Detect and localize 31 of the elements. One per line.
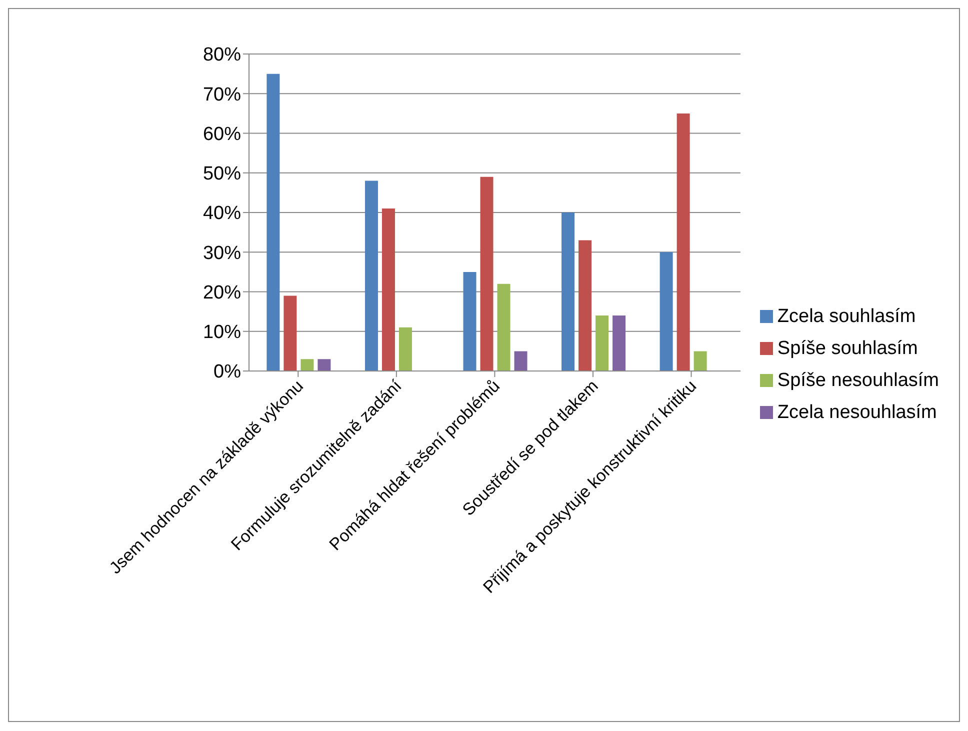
bar [596, 316, 609, 371]
y-tick-label: 20% [202, 282, 242, 304]
bar [364, 180, 378, 371]
bar [480, 176, 494, 371]
y-tick-label: 40% [202, 203, 242, 224]
legend-label: Spíše nesouhlasím [777, 370, 939, 391]
bar [300, 359, 314, 371]
bar [676, 113, 690, 371]
bar [660, 252, 673, 371]
bar [578, 240, 592, 371]
legend-label: Zcela souhlasím [777, 306, 916, 327]
y-tick-label: 30% [202, 242, 242, 264]
bar [463, 272, 476, 371]
bar [694, 351, 707, 371]
bar [514, 351, 528, 371]
bar [318, 359, 331, 371]
y-tick-label: 80% [202, 44, 242, 66]
bar [382, 208, 395, 371]
legend-label: Zcela nesouhlasím [777, 402, 937, 423]
y-tick-label: 70% [202, 84, 242, 106]
y-tick-label: 0% [214, 362, 242, 383]
bar [497, 284, 510, 371]
y-tick-label: 10% [202, 322, 242, 344]
y-tick-label: 50% [202, 164, 242, 185]
y-tick-label: 60% [202, 124, 242, 145]
bar [284, 296, 297, 371]
bar [398, 327, 412, 371]
bar [612, 316, 626, 371]
bar [562, 212, 575, 371]
legend-label: Spíše souhlasím [777, 338, 918, 359]
bar [266, 74, 280, 371]
